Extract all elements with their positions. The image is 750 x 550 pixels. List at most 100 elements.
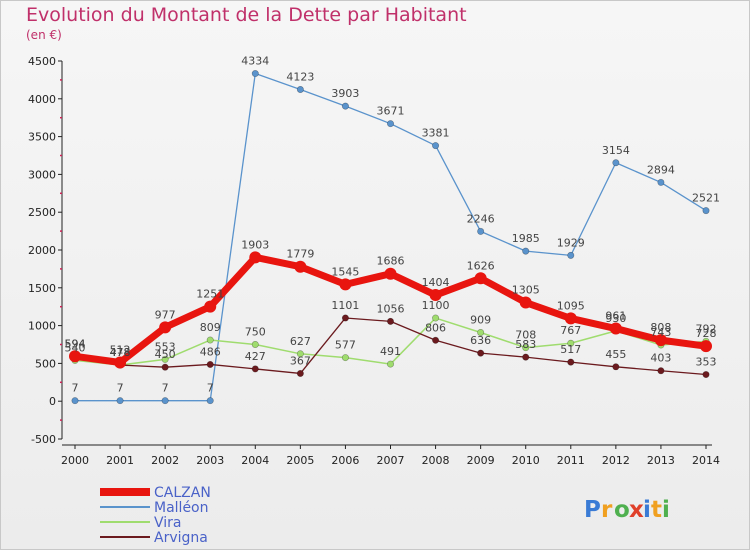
data-point-malléon bbox=[341, 102, 349, 110]
y-tick-label: 4000 bbox=[28, 93, 56, 106]
x-tick-label: 2001 bbox=[106, 454, 134, 467]
data-point-vira bbox=[251, 340, 259, 348]
data-label-vira: 627 bbox=[290, 335, 311, 348]
data-label-vira: 930 bbox=[605, 312, 626, 325]
y-tick-label: 1500 bbox=[28, 282, 56, 295]
x-tick-label: 2009 bbox=[467, 454, 495, 467]
data-point-arvigna bbox=[567, 358, 575, 366]
data-label-calzan: 977 bbox=[155, 308, 176, 321]
data-label-calzan: 1251 bbox=[196, 288, 224, 301]
x-tick-label: 2013 bbox=[647, 454, 675, 467]
data-label-malléon: 7 bbox=[207, 382, 214, 395]
chart-axes: -500 0 500 1000 1500 2000 2500 3000 3500 4000 4500… bbox=[28, 55, 720, 467]
data-label-arvigna: 403 bbox=[650, 352, 671, 365]
data-point-vira bbox=[567, 339, 575, 347]
data-point-calzan bbox=[654, 334, 667, 347]
y-tick-label: -500 bbox=[31, 433, 56, 446]
data-point-malléon bbox=[432, 142, 440, 150]
data-label-arvigna: 594 bbox=[65, 337, 86, 350]
data-label-vira: 478 bbox=[110, 346, 131, 359]
data-point-vira bbox=[296, 350, 304, 358]
data-point-calzan bbox=[294, 260, 307, 273]
data-point-calzan bbox=[384, 267, 397, 280]
y-tick-label: 2500 bbox=[28, 206, 56, 219]
data-label-arvigna: 478 bbox=[110, 346, 131, 359]
y-tick-label: 0 bbox=[49, 395, 56, 408]
data-point-malléon bbox=[251, 70, 259, 78]
data-point-arvigna bbox=[477, 349, 485, 357]
data-label-vira: 767 bbox=[560, 324, 581, 337]
chart-title: Evolution du Montant de la Dette par Hab… bbox=[26, 4, 467, 26]
y-tick-label: 4500 bbox=[28, 55, 56, 68]
data-label-calzan: 1095 bbox=[557, 299, 585, 312]
data-point-vira bbox=[432, 314, 440, 322]
data-label-arvigna: 367 bbox=[290, 354, 311, 367]
data-label-malléon: 3381 bbox=[422, 127, 450, 140]
data-label-malléon: 3154 bbox=[602, 144, 630, 157]
data-label-malléon: 7 bbox=[117, 382, 124, 395]
data-point-arvigna bbox=[522, 353, 530, 361]
data-label-malléon: 2246 bbox=[467, 212, 495, 225]
data-label-malléon: 4334 bbox=[241, 55, 269, 68]
data-point-vira bbox=[386, 360, 394, 368]
data-point-vira bbox=[477, 328, 485, 336]
x-tick-label: 2003 bbox=[196, 454, 224, 467]
data-point-malléon bbox=[161, 397, 169, 405]
data-label-malléon: 3671 bbox=[377, 105, 405, 118]
data-label-calzan: 808 bbox=[650, 321, 671, 334]
data-point-calzan bbox=[114, 356, 127, 369]
data-point-malléon bbox=[206, 397, 214, 405]
data-point-calzan bbox=[564, 312, 577, 325]
data-point-vira bbox=[341, 354, 349, 362]
legend-label-malléon: Malléon bbox=[154, 500, 209, 516]
data-point-malléon bbox=[657, 178, 665, 186]
data-label-calzan: 1545 bbox=[331, 265, 359, 278]
data-label-arvigna: 486 bbox=[200, 345, 221, 358]
data-label-calzan: 1779 bbox=[286, 248, 314, 261]
data-point-calzan bbox=[159, 321, 172, 334]
x-tick-label: 2007 bbox=[377, 454, 405, 467]
legend-label-arvigna: Arvigna bbox=[154, 530, 208, 546]
y-tick-label: 2000 bbox=[28, 244, 56, 257]
legend-label-calzan: CALZAN bbox=[154, 485, 211, 501]
y-tick-label: 3500 bbox=[28, 131, 56, 144]
data-label-vira: 750 bbox=[245, 326, 266, 339]
data-point-arvigna bbox=[206, 360, 214, 368]
brand-letter: i bbox=[662, 497, 670, 523]
data-label-arvigna: 636 bbox=[470, 334, 491, 347]
data-point-arvigna bbox=[161, 363, 169, 371]
data-point-arvigna bbox=[657, 367, 665, 375]
data-label-calzan: 961 bbox=[605, 310, 626, 323]
data-label-malléon: 3903 bbox=[331, 87, 359, 100]
data-point-calzan bbox=[204, 300, 217, 313]
data-label-malléon: 1929 bbox=[557, 236, 585, 249]
data-label-calzan: 1626 bbox=[467, 259, 495, 272]
data-point-vira bbox=[206, 336, 214, 344]
data-point-calzan bbox=[519, 296, 532, 309]
data-point-malléon bbox=[71, 397, 79, 405]
data-label-malléon: 7 bbox=[162, 382, 169, 395]
data-label-vira: 708 bbox=[515, 329, 536, 342]
data-label-calzan: 728 bbox=[696, 327, 717, 340]
data-point-malléon bbox=[296, 86, 304, 94]
data-label-vira: 491 bbox=[380, 345, 401, 358]
x-tick-label: 2008 bbox=[422, 454, 450, 467]
data-label-calzan: 1305 bbox=[512, 284, 540, 297]
data-point-calzan bbox=[474, 272, 487, 285]
data-label-layer: 7 7 7 7 4334 4123 3903 3671 3381 2246 1985 1929 3154… bbox=[65, 55, 721, 395]
data-label-arvigna: 427 bbox=[245, 350, 266, 363]
data-label-calzan: 1404 bbox=[422, 276, 450, 289]
data-point-calzan bbox=[339, 278, 352, 291]
data-point-arvigna bbox=[432, 336, 440, 344]
data-point-arvigna bbox=[612, 363, 620, 371]
data-label-malléon: 2521 bbox=[692, 192, 720, 205]
data-label-vira: 792 bbox=[696, 322, 717, 335]
data-label-vira: 553 bbox=[155, 340, 176, 353]
data-label-arvigna: 517 bbox=[560, 343, 581, 356]
data-point-malléon bbox=[116, 397, 124, 405]
data-label-malléon: 1985 bbox=[512, 232, 540, 245]
data-label-malléon: 2894 bbox=[647, 163, 675, 176]
